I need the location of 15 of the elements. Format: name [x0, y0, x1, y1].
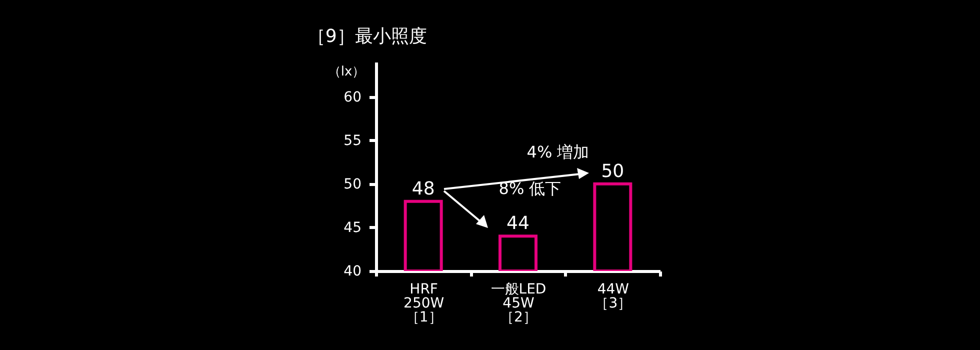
data-label: 50 — [601, 160, 624, 182]
y-tick-label: 60 — [344, 89, 362, 106]
data-label: 48 — [412, 178, 435, 200]
data-label: 44 — [506, 213, 530, 234]
y-tick-label: 50 — [344, 176, 362, 192]
y-tick-label: 45 — [344, 220, 362, 236]
x-tick-label: HRF 250W ［1］ — [404, 282, 444, 326]
y-tick-label: 40 — [344, 264, 362, 280]
annotation: 8% 低下 — [498, 179, 562, 198]
y-axis-title: （lx） — [328, 64, 366, 80]
chart-title: ［9］最小照度 — [307, 26, 427, 47]
x-tick-label: 一般LED 45W ［2］ — [490, 282, 546, 326]
y-tick-label: 55 — [344, 132, 362, 149]
annotation: 4% 増加 — [526, 142, 590, 162]
x-tick-label: 44W ［3］ — [594, 282, 632, 312]
